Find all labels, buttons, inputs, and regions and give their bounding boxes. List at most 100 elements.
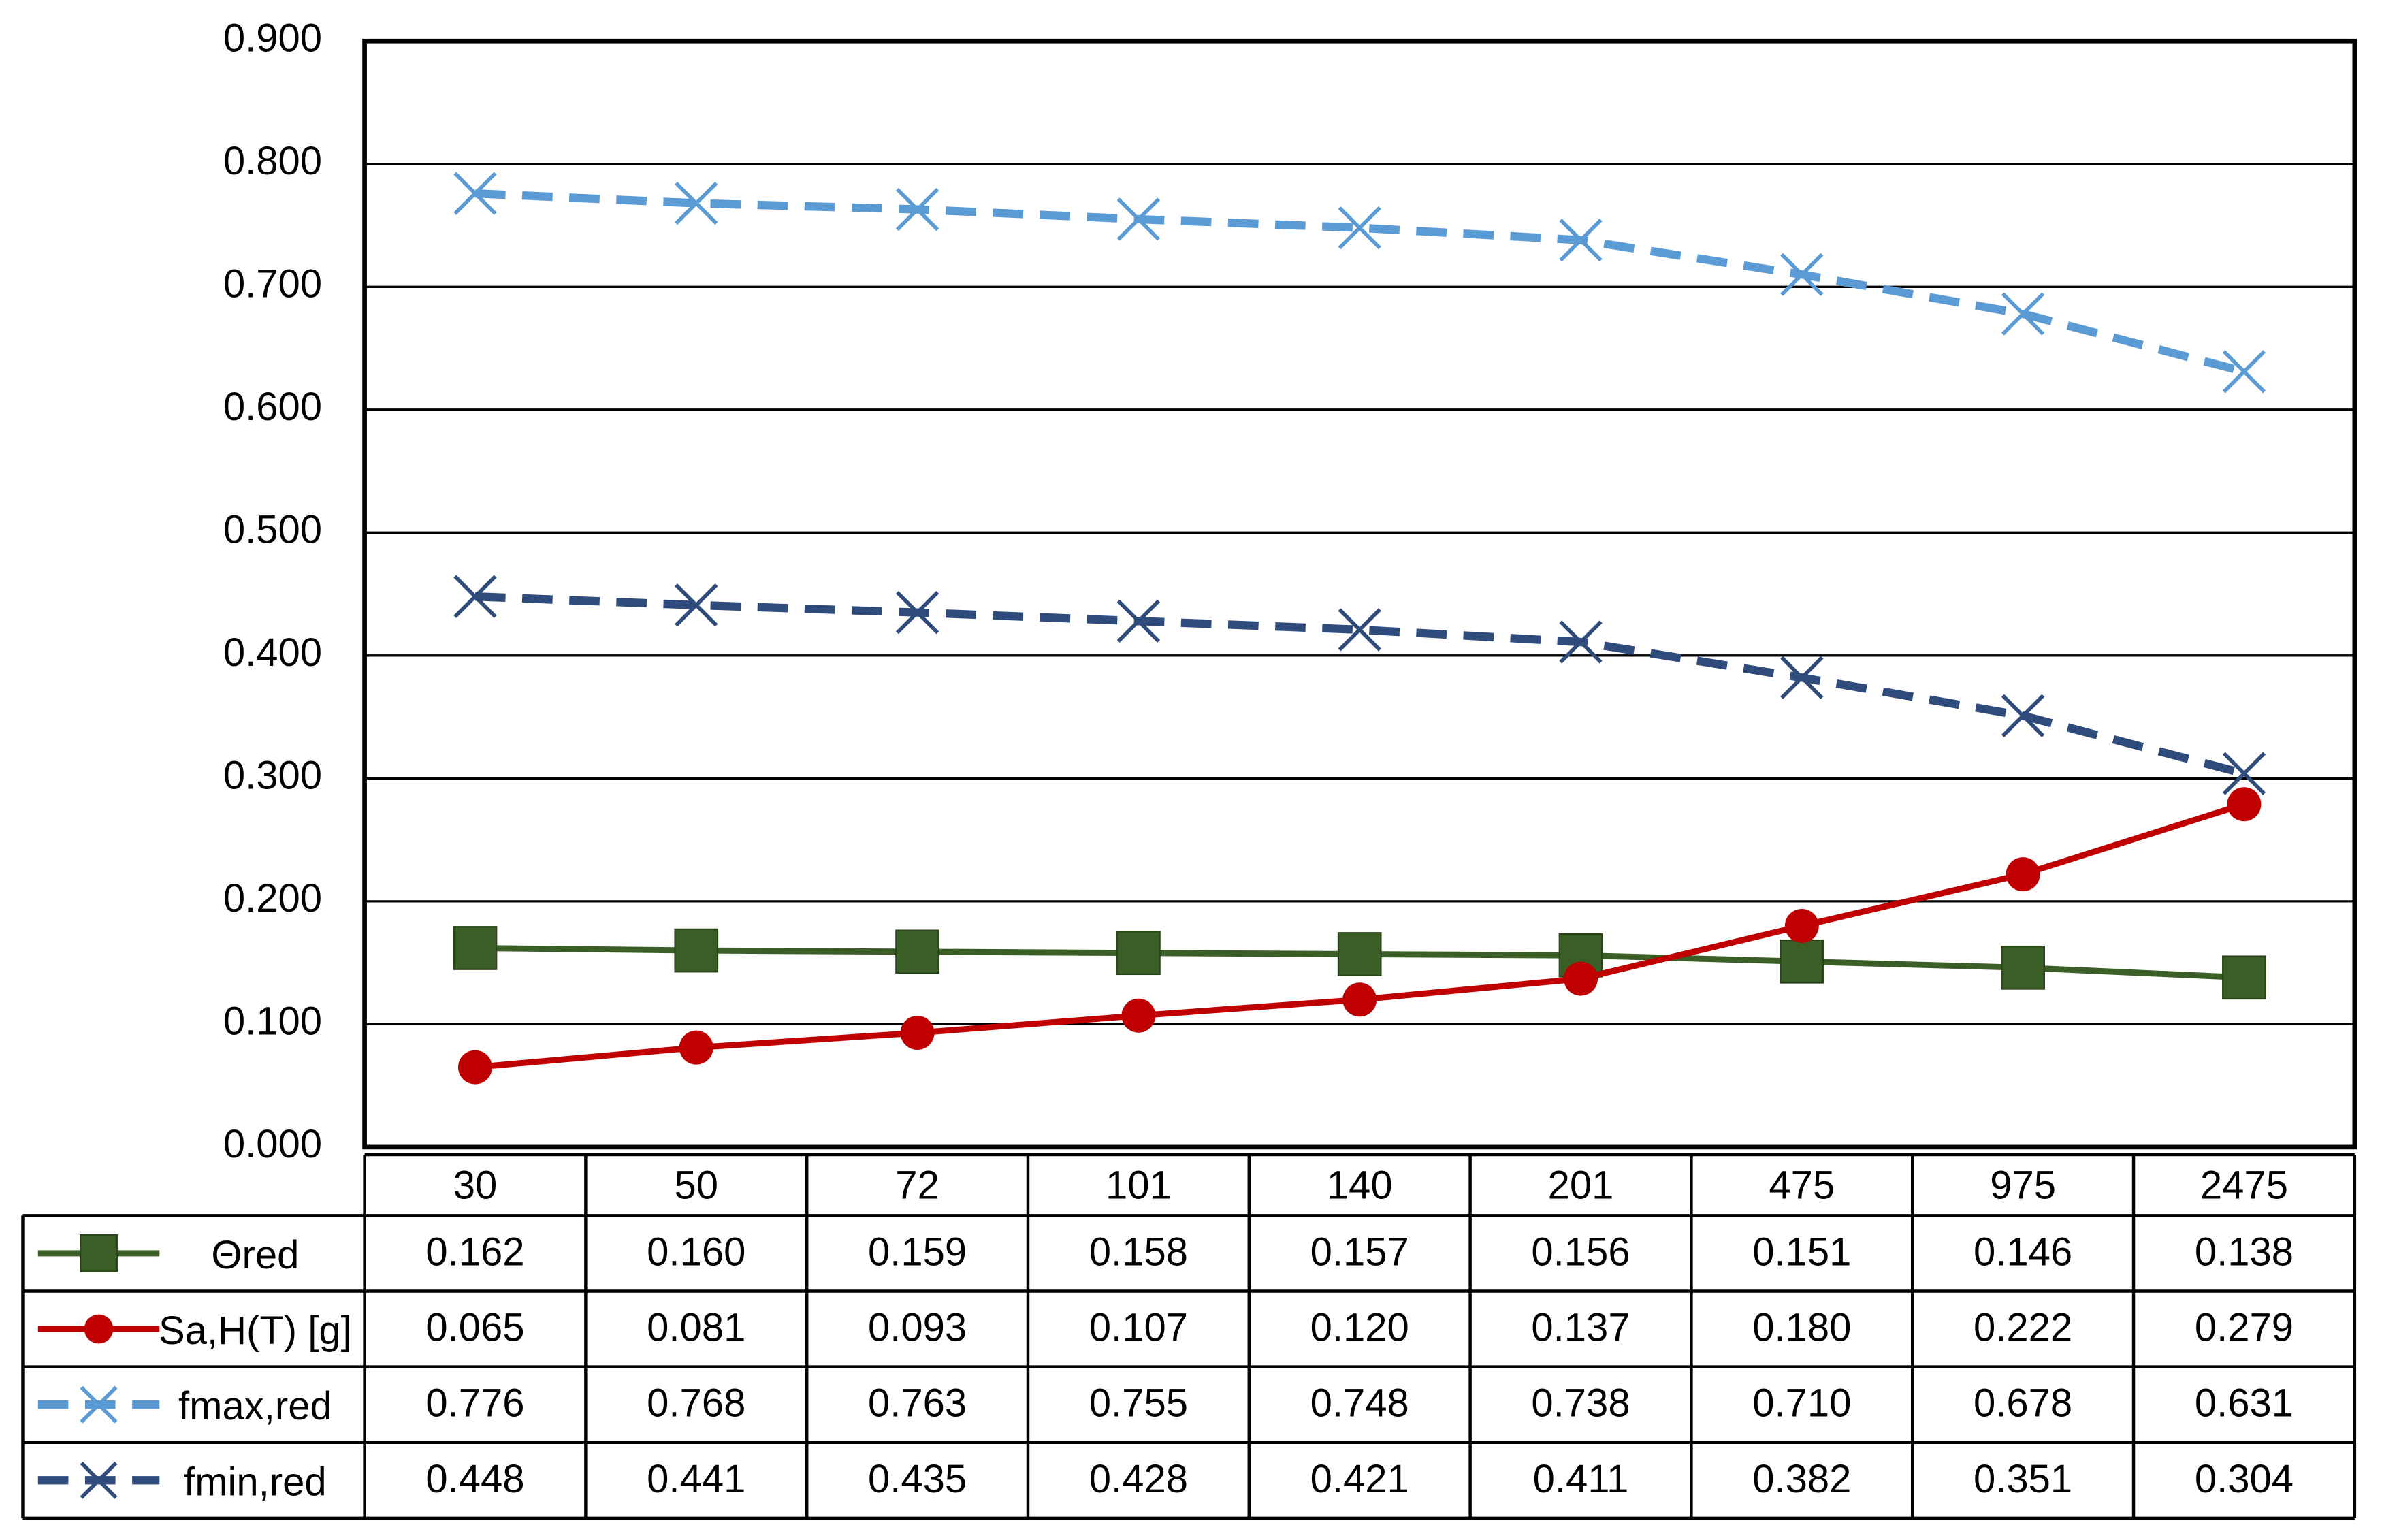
marker [1338,206,1381,250]
table-value: 0.678 [1974,1381,2072,1426]
x-tick-label: 2475 [2200,1163,2288,1207]
marker [900,1016,935,1050]
legend-label: fmin,red [184,1460,327,1504]
marker [453,575,497,618]
table-value: 0.160 [647,1230,745,1274]
marker [1121,998,1156,1033]
marker [1338,608,1381,652]
table-value: 0.180 [1752,1306,1851,1350]
marker [457,1050,492,1085]
marker [1337,932,1382,976]
y-tick-label: 0.900 [223,16,322,61]
table-value: 0.411 [1533,1457,1629,1501]
table-value: 0.146 [1974,1230,2072,1274]
table-value: 0.763 [868,1381,967,1426]
x-tick-label: 140 [1327,1163,1393,1207]
marker [1116,197,1161,241]
marker [1116,931,1161,976]
x-tick-label: 975 [1990,1163,2056,1207]
marker [675,583,718,627]
marker [453,172,497,215]
legend-marker [80,1234,118,1272]
x-tick-label: 30 [453,1163,498,1207]
marker [1780,939,1824,984]
y-tick-label: 0.700 [223,262,322,306]
marker [895,929,939,974]
legend-marker [84,1314,114,1344]
legend-label: Sa,H(T) [g] [159,1309,352,1353]
table-value: 0.093 [868,1306,967,1350]
table-value: 0.738 [1531,1381,1630,1426]
marker [2001,694,2045,737]
x-tick-label: 72 [895,1163,939,1207]
table-value: 0.351 [1974,1457,2072,1501]
x-tick-label: 201 [1548,1163,1614,1207]
y-tick-label: 0.000 [223,1122,322,1166]
marker [1342,982,1377,1017]
table-value: 0.137 [1531,1306,1630,1350]
table-value: 0.441 [647,1457,745,1501]
marker [2222,350,2266,394]
y-tick-label: 0.400 [223,630,322,675]
table-value: 0.081 [647,1306,745,1350]
series-line [474,189,2245,376]
x-tick-label: 475 [1769,1163,1835,1207]
marker [895,590,939,635]
table-value: 0.304 [2195,1457,2294,1501]
y-tick-label: 0.800 [223,139,322,183]
table-value: 0.157 [1310,1230,1409,1274]
table-value: 0.107 [1089,1306,1188,1350]
x-tick-label: 50 [675,1163,719,1207]
table-value: 0.065 [425,1306,524,1350]
x-tick-label: 101 [1106,1163,1172,1207]
marker [1780,253,1824,296]
series-line [474,592,2245,778]
table-value: 0.776 [425,1381,524,1426]
y-tick-label: 0.600 [223,385,322,429]
table-value: 0.120 [1310,1306,1409,1350]
table-value: 0.138 [2195,1230,2294,1274]
marker [1116,599,1161,643]
marker [2001,292,2045,336]
plot-frame [362,38,2357,1150]
table-value: 0.156 [1531,1230,1630,1274]
table-value: 0.631 [2195,1381,2294,1426]
marker [675,181,718,225]
legend-label: fmax,red [178,1384,332,1428]
marker [674,928,719,973]
table-value: 0.428 [1089,1457,1188,1501]
table-value: 0.435 [868,1457,967,1501]
table-value: 0.421 [1310,1457,1409,1501]
table-value: 0.748 [1310,1381,1409,1426]
marker [1564,961,1598,996]
legend-marker [80,1461,118,1499]
y-tick-label: 0.500 [223,508,322,552]
marker [2001,945,2045,990]
marker [2006,857,2040,892]
marker [1559,620,1603,664]
table-value: 0.448 [425,1457,524,1501]
legend-marker [80,1385,118,1424]
legend-label: Θred [211,1233,299,1277]
table-value: 0.279 [2195,1306,2294,1350]
marker [2227,787,2262,822]
table-value: 0.162 [425,1230,524,1274]
marker [679,1030,713,1065]
table-value: 0.382 [1752,1457,1851,1501]
marker [895,187,939,231]
table-value: 0.755 [1089,1381,1188,1426]
table-value: 0.158 [1089,1230,1188,1274]
marker [1784,908,1819,943]
table-value: 0.710 [1752,1381,1851,1426]
marker [2222,752,2266,795]
marker [1559,219,1603,262]
marker [453,926,498,970]
y-tick-label: 0.100 [223,999,322,1044]
table-value: 0.768 [647,1381,745,1426]
table-value: 0.159 [868,1230,967,1274]
y-tick-label: 0.300 [223,754,322,798]
marker [1780,656,1824,699]
table-value: 0.151 [1752,1230,1851,1274]
y-tick-label: 0.200 [223,876,322,920]
